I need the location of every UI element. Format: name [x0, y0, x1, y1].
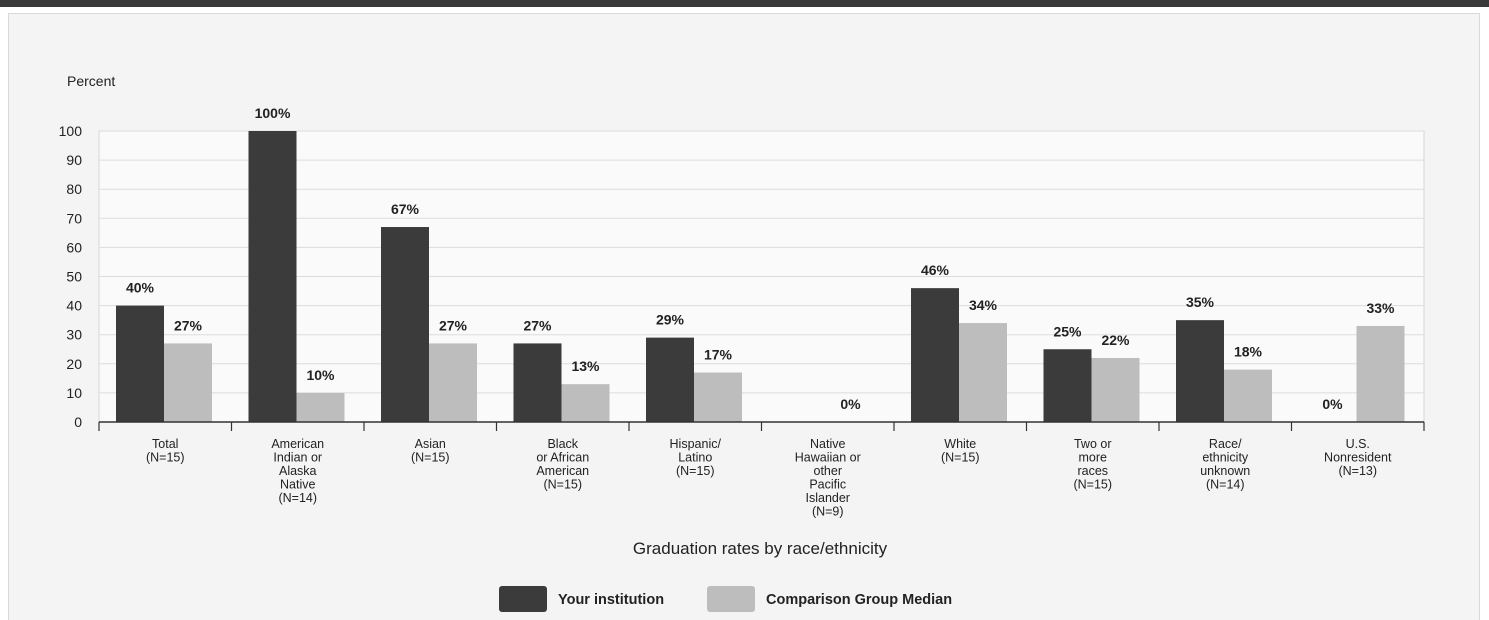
- bar-institution: [248, 131, 297, 422]
- y-tick-label: 20: [66, 356, 82, 372]
- legend-swatch-institution: [499, 586, 547, 612]
- y-tick-label: 100: [59, 123, 83, 139]
- category-label: Black or African American (N=15): [536, 437, 589, 492]
- data-label: 27%: [523, 317, 552, 333]
- bar-comparison: [1356, 325, 1405, 422]
- data-label: 34%: [969, 297, 998, 313]
- bar-institution: [911, 288, 959, 422]
- data-label: 10%: [306, 367, 335, 383]
- data-label: 33%: [1366, 300, 1395, 316]
- y-tick-label: 50: [66, 269, 82, 285]
- top-bar: [0, 0, 1489, 7]
- data-label: 13%: [571, 358, 600, 374]
- data-label: 0%: [840, 396, 861, 412]
- data-label: 0%: [1322, 396, 1343, 412]
- bar-comparison: [694, 372, 742, 422]
- y-tick-label: 90: [66, 152, 82, 168]
- data-label: 67%: [391, 201, 420, 217]
- y-tick-label: 60: [66, 239, 82, 255]
- category-label: Hispanic/Latino (N=15): [670, 437, 722, 478]
- data-label: 18%: [1234, 344, 1263, 360]
- category-label: Two or more races (N=15): [1073, 437, 1112, 492]
- bar-comparison: [1091, 357, 1140, 422]
- bar-comparison: [296, 392, 345, 422]
- data-label: 25%: [1053, 323, 1082, 339]
- data-label: 29%: [656, 312, 685, 328]
- bar-comparison: [164, 343, 212, 422]
- data-label: 22%: [1101, 332, 1130, 348]
- bar-institution: [646, 337, 694, 422]
- y-tick-label: 70: [66, 210, 82, 226]
- category-label: Asian (N=15): [411, 437, 450, 465]
- data-label: 17%: [704, 347, 733, 363]
- legend-label: Your institution: [558, 592, 664, 608]
- bar-comparison: [1224, 369, 1272, 422]
- bar-institution: [513, 343, 562, 422]
- bar-institution: [1176, 320, 1224, 422]
- category-label: U.S. Nonresident (N=13): [1324, 437, 1392, 478]
- data-label: 27%: [439, 317, 468, 333]
- category-label: Native Hawaiian or other Pacific Islander (N=…: [795, 437, 861, 519]
- bar-comparison: [429, 343, 477, 422]
- bar-institution: [1043, 349, 1092, 422]
- data-label: 27%: [174, 317, 203, 333]
- y-tick-label: 10: [66, 385, 82, 401]
- data-label: 100%: [255, 105, 291, 121]
- category-label: Race/ethnicity unknown (N=14): [1200, 437, 1250, 492]
- data-label: 35%: [1186, 294, 1215, 310]
- bar-comparison: [561, 384, 610, 422]
- bar-institution: [116, 305, 164, 422]
- category-label: Total (N=15): [146, 437, 185, 465]
- legend-label: Comparison Group Median: [766, 592, 952, 608]
- category-label: White (N=15): [941, 437, 980, 465]
- bar-comparison: [959, 323, 1007, 422]
- y-tick-label: 80: [66, 181, 82, 197]
- y-tick-label: 30: [66, 327, 82, 343]
- y-tick-label: 0: [74, 414, 82, 430]
- data-label: 40%: [126, 280, 155, 296]
- x-axis-title: Graduation rates by race/ethnicity: [633, 539, 888, 558]
- bar-institution: [381, 227, 429, 422]
- category-label: American Indian or Alaska Native (N=14): [271, 437, 324, 505]
- legend-swatch-comparison: [707, 586, 755, 612]
- y-tick-label: 40: [66, 298, 82, 314]
- y-axis-label: Percent: [67, 73, 115, 89]
- data-label: 46%: [921, 262, 950, 278]
